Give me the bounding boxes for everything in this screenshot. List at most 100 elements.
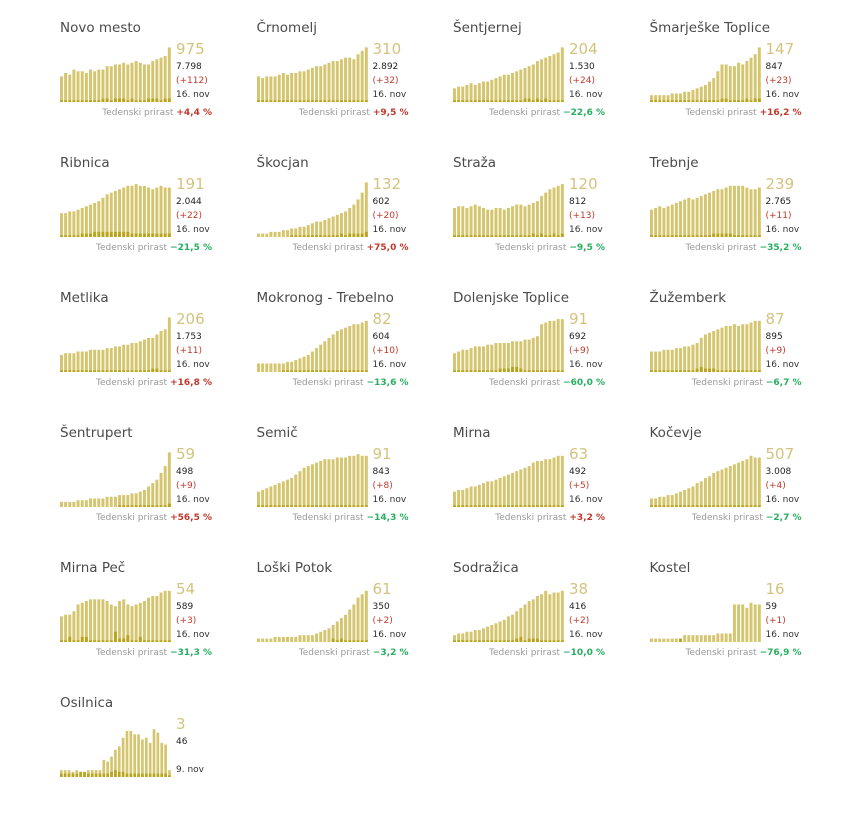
new-cases-bar — [133, 773, 137, 777]
active-bar — [60, 354, 63, 372]
active-bar — [335, 214, 339, 237]
active-bar — [347, 208, 351, 237]
sparkline-chart — [256, 182, 368, 237]
new-cases-bar — [749, 100, 753, 102]
weekly-growth-label: Tedenski prirast — [495, 243, 567, 253]
new-cases-bar — [147, 98, 151, 102]
new-cases-bar — [260, 505, 264, 507]
date-label: 16. nov — [569, 225, 603, 235]
new-cases-bar — [666, 100, 670, 102]
active-bar — [273, 484, 277, 507]
active-bar — [552, 592, 556, 642]
active-bar — [101, 197, 105, 237]
active-bar — [364, 590, 368, 642]
active-bar — [744, 324, 748, 372]
new-cases-bar — [164, 773, 167, 777]
active-bar — [322, 341, 326, 372]
new-cases-bar — [167, 233, 171, 237]
active-bar — [126, 604, 130, 642]
active-bar — [351, 455, 355, 507]
new-cases-bar — [556, 100, 560, 102]
new-cases-bar — [113, 231, 117, 237]
weekly-growth-label: Tedenski prirast — [292, 513, 364, 523]
active-bar — [60, 770, 63, 777]
active-bar — [657, 351, 661, 372]
new-cases-bar — [118, 638, 122, 642]
active-bar — [657, 95, 661, 102]
new-cases-bar — [502, 100, 506, 102]
active-bar — [740, 324, 744, 372]
new-cases-bar — [360, 100, 364, 102]
new-cases-bar — [155, 640, 159, 642]
new-cases-bar — [453, 235, 456, 237]
active-bar — [749, 602, 753, 642]
municipality-card: Žužemberk 87 895 (+9) 16. nov Tedenski priras… — [649, 290, 846, 410]
active-bar — [297, 226, 301, 237]
active-bar — [256, 491, 260, 507]
weekly-growth-value: −14,3 % — [366, 513, 409, 523]
active-bar — [556, 319, 560, 372]
new-cases-bar — [322, 100, 326, 102]
active-bar — [453, 88, 456, 102]
new-cases-bar — [84, 100, 88, 102]
active-bar — [490, 624, 494, 642]
new-cases-bar — [268, 100, 272, 102]
new-cases-bar — [159, 370, 163, 372]
new-cases-bar — [753, 98, 757, 102]
new-cases-bar — [160, 773, 164, 777]
new-cases-bar — [757, 505, 761, 507]
new-cases-bar — [477, 505, 481, 507]
new-cases-bar — [506, 640, 510, 642]
active-bar — [649, 209, 653, 237]
weekly-growth-value: +16,8 % — [170, 378, 212, 388]
active-bar — [527, 466, 531, 507]
active-bar — [653, 638, 657, 642]
new-cases-bar — [293, 100, 297, 102]
new-cases-bar — [703, 505, 707, 507]
new-cases-bar — [523, 98, 527, 102]
active-bar — [657, 206, 661, 237]
new-cases-bar — [148, 773, 152, 777]
new-cases-bar — [264, 505, 268, 507]
active-bar — [535, 61, 539, 102]
weekly-growth: Tedenski prirast +16,8 % — [96, 378, 212, 388]
active-bar — [523, 467, 527, 507]
date-label: 16. nov — [372, 90, 407, 100]
total-cases-value: 7.798 — [176, 62, 202, 72]
new-cases-bar — [473, 100, 477, 102]
active-bar — [109, 604, 113, 642]
active-bar — [76, 604, 80, 642]
active-bar — [552, 320, 556, 372]
new-cases-bar — [494, 370, 498, 372]
active-bar — [114, 749, 117, 777]
new-cases-bar — [155, 98, 159, 102]
active-bar — [256, 638, 260, 642]
active-bar — [686, 488, 690, 507]
active-bar — [531, 462, 535, 507]
active-bar — [126, 495, 130, 507]
total-cases-value: 847 — [765, 62, 783, 72]
new-cases-bar — [98, 773, 102, 777]
new-cases-bar — [461, 370, 465, 372]
new-cases-bar — [343, 370, 347, 372]
active-bar — [457, 489, 461, 507]
new-cases-bar — [87, 773, 90, 777]
new-cases-bar — [457, 505, 461, 507]
date-label: 16. nov — [176, 495, 210, 505]
active-bar — [117, 746, 121, 777]
active-bar — [482, 81, 485, 102]
active-bar — [686, 91, 690, 102]
active-bar — [732, 66, 736, 102]
new-cases-bar — [661, 100, 665, 102]
active-bar — [285, 636, 289, 642]
active-bar — [711, 331, 715, 372]
active-bar — [138, 185, 142, 237]
active-bar — [87, 770, 90, 777]
new-cases-bar — [335, 640, 339, 642]
total-cases-value: 59 — [765, 602, 777, 612]
active-bar — [60, 213, 63, 237]
new-cases-bar — [356, 640, 360, 642]
new-cases-bar — [531, 233, 535, 237]
active-bar — [666, 349, 670, 372]
new-cases-bar — [141, 773, 144, 777]
